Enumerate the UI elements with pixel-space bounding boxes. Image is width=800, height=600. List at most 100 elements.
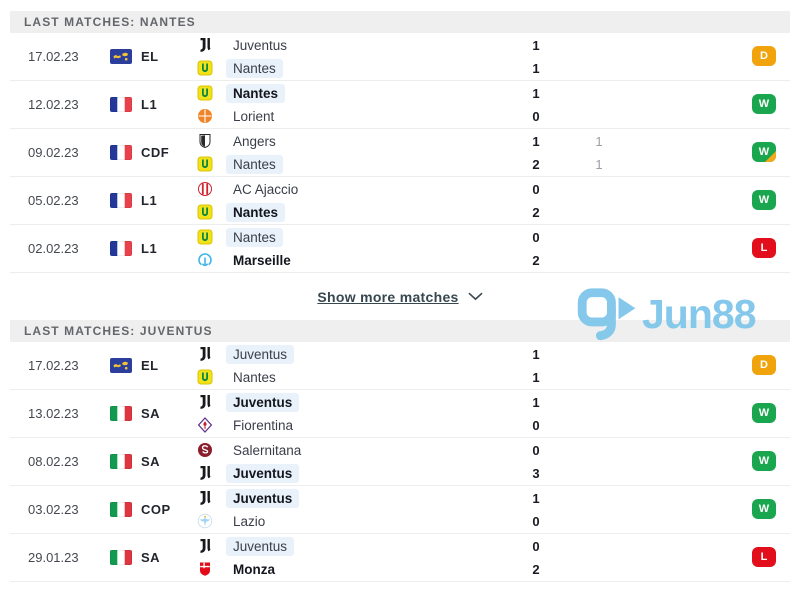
teams-block: AC Ajaccio 0 Nantes 2 [197,177,790,224]
france-flag-icon [110,241,132,256]
team-score: 0 [532,513,540,529]
result-badge: D [752,46,776,66]
match-date: 02.02.23 [28,241,79,256]
match-row: 03.02.23 COP Juventus 1 Lazio 0 W [10,486,790,534]
match-date: 09.02.23 [28,145,79,160]
section-title: LAST MATCHES: JUVENTUS [24,324,213,338]
match-date: 13.02.23 [28,406,79,421]
match-row: 08.02.23 SA Salernitana 0 Juventus 3 W [10,438,790,486]
team-name: Juventus [226,344,295,364]
juventus-logo [197,490,213,506]
section-rows: 17.02.23 EL Juventus 1 Nantes 1 D 13.02.… [0,342,800,582]
competition-code: L1 [141,241,158,256]
team-name: Salernitana [233,442,302,458]
competition-code: SA [141,550,161,565]
result-badge: L [752,547,776,567]
team-line: Juventus 1 [197,391,790,414]
team-line: Marseille 2 [197,249,790,272]
match-row: 09.02.23 CDF Angers 1 1 Nantes 2 1 W [10,129,790,177]
france-flag-icon [110,145,132,160]
italy-flag-icon [110,502,132,517]
team-score: 1 [532,394,540,410]
team-name: Fiorentina [233,417,294,433]
angers-logo [197,133,213,149]
lazio-logo [197,513,213,529]
marseille-logo [197,252,213,268]
nantes-logo [197,85,213,101]
teams-block: Nantes 0 Marseille 2 [197,225,790,272]
result-badge: W [752,190,776,210]
team-name: Nantes [226,227,283,247]
team-line: Nantes 0 [197,226,790,249]
team-name: Juventus [226,463,300,483]
team-score: 2 [532,204,540,220]
competition-code: SA [141,454,161,469]
team-name: Lorient [233,108,275,124]
team-line: Nantes 1 [197,57,790,80]
team-score: 3 [532,465,540,481]
team-name: Nantes [226,58,283,78]
match-row: 02.02.23 L1 Nantes 0 Marseille 2 L [10,225,790,273]
team-score-secondary: 1 [595,156,603,172]
nantes-logo [197,60,213,76]
france-flag-icon [110,97,132,112]
fiorentina-logo [197,417,213,433]
team-name: Marseille [233,252,291,268]
team-score: 1 [532,37,540,53]
team-line: Juventus 3 [197,462,790,485]
italy-flag-icon [110,454,132,469]
teams-block: Juventus 1 Fiorentina 0 [197,390,790,437]
team-name: Nantes [233,369,276,385]
team-name: Nantes [226,154,283,174]
salernitana-logo [197,442,213,458]
italy-flag-icon [110,406,132,421]
ajaccio-logo [197,181,213,197]
match-date: 05.02.23 [28,193,79,208]
match-row: 17.02.23 EL Juventus 1 Nantes 1 D [10,33,790,81]
result-badge: W [752,142,776,162]
juventus-logo [197,346,213,362]
europa-league-flag-icon [110,358,132,373]
team-name: AC Ajaccio [233,181,299,197]
team-name: Lazio [233,513,266,529]
lorient-logo [197,108,213,124]
juventus-logo [197,465,213,481]
team-name: Nantes [226,83,286,103]
section-header: LAST MATCHES: JUVENTUS [10,320,790,342]
europa-league-flag-icon [110,49,132,64]
team-score: 0 [532,538,540,554]
match-row: 13.02.23 SA Juventus 1 Fiorentina 0 W [10,390,790,438]
team-score: 0 [532,417,540,433]
result-badge: W [752,94,776,114]
show-more-link[interactable]: Show more matches [317,288,483,305]
teams-block: Juventus 1 Nantes 1 [197,33,790,80]
team-score: 1 [532,490,540,506]
team-name: Juventus [233,37,288,53]
team-score: 2 [532,156,540,172]
team-line: Lazio 0 [197,510,790,533]
france-flag-icon [110,193,132,208]
result-badge: W [752,451,776,471]
competition-code: CDF [141,145,170,160]
team-score: 1 [532,133,540,149]
team-line: Juventus 1 [197,34,790,57]
result-badge: W [752,403,776,423]
team-score-secondary: 1 [595,133,603,149]
nantes-logo [197,369,213,385]
team-score: 1 [532,60,540,76]
juventus-logo [197,37,213,53]
section-title: LAST MATCHES: NANTES [24,15,196,29]
team-score: 1 [532,369,540,385]
monza-logo [197,561,213,577]
team-line: Salernitana 0 [197,439,790,462]
team-name: Monza [233,561,275,577]
section-rows: 17.02.23 EL Juventus 1 Nantes 1 D 12.02.… [0,33,800,273]
competition-code: EL [141,358,159,373]
team-name: Nantes [226,202,286,222]
competition-code: SA [141,406,161,421]
team-line: Nantes 2 1 [197,153,790,176]
juventus-logo [197,394,213,410]
show-more-label: Show more matches [317,288,459,305]
team-line: Juventus 0 [197,535,790,558]
